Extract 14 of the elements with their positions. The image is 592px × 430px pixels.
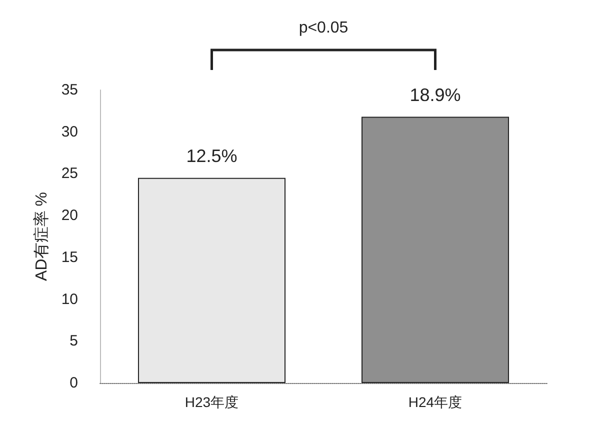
x-tick-label: H23年度 [184, 394, 239, 410]
x-tick-label: H24年度 [408, 394, 462, 410]
y-axis-title: AD有症率 % [32, 192, 50, 281]
y-tick-label: 20 [61, 207, 78, 224]
y-tick-label: 35 [61, 82, 78, 98]
y-tick-label: 10 [61, 290, 78, 308]
y-tick-label: 30 [61, 123, 78, 140]
text: p<0.05 [298, 20, 348, 36]
y-tick-label: 0 [70, 374, 78, 392]
annotation: 18.9% [410, 84, 461, 105]
y-tick-label: 15 [61, 248, 78, 266]
y-tick-label: 25 [61, 165, 78, 182]
y-tick-label: 5 [70, 332, 78, 350]
annotation: 12.5% [186, 146, 238, 166]
